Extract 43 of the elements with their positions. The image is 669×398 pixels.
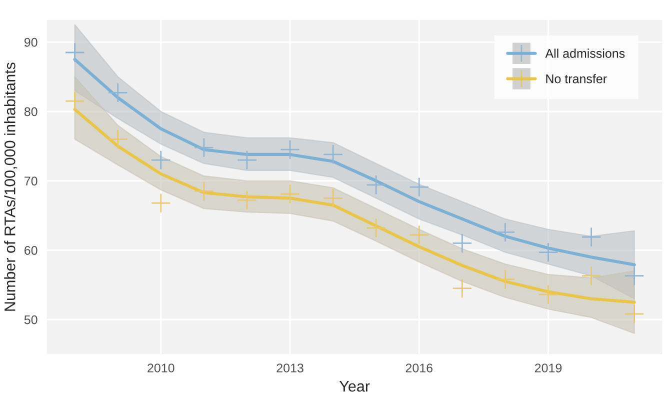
- line-series: [73, 58, 636, 266]
- point: [581, 226, 602, 248]
- point: [64, 91, 85, 112]
- y-tick-label: 70: [24, 176, 38, 186]
- point: [452, 233, 472, 254]
- point: [409, 224, 430, 245]
- point: [624, 304, 644, 324]
- point: [150, 150, 171, 170]
- y-axis-title: Number of RTAs/100,000 inhabitants: [4, 62, 18, 311]
- point: [236, 150, 257, 170]
- point: [452, 278, 472, 298]
- point: [323, 144, 344, 164]
- point: [409, 177, 430, 198]
- point: [280, 140, 300, 160]
- point: [108, 82, 128, 103]
- line-series: [73, 108, 636, 304]
- point: [366, 174, 386, 195]
- point: [323, 188, 344, 208]
- point: [495, 222, 516, 242]
- point: [194, 138, 214, 158]
- y-tick-label: 50: [24, 315, 38, 324]
- x-tick-label: 2010: [148, 364, 174, 372]
- point: [194, 181, 214, 202]
- y-tick-label: 60: [24, 246, 38, 255]
- x-tick-label: 2016: [406, 364, 432, 372]
- point: [280, 184, 300, 204]
- point: [538, 284, 558, 305]
- legend-label: All admissions: [545, 48, 625, 58]
- x-tick-label: 2019: [534, 364, 562, 372]
- point: [624, 266, 644, 286]
- x-axis-title: Year: [339, 381, 370, 392]
- point: [236, 190, 257, 210]
- y-tick-label: 90: [24, 38, 38, 47]
- point: [64, 42, 85, 63]
- point: [108, 129, 128, 150]
- point: [581, 266, 602, 286]
- legend-label: No transfer: [546, 74, 607, 84]
- x-tick-label: 2013: [276, 364, 304, 372]
- point: [495, 269, 516, 290]
- point: [538, 242, 558, 262]
- y-tick-label: 80: [24, 107, 38, 116]
- point: [366, 218, 386, 238]
- point: [150, 193, 171, 214]
